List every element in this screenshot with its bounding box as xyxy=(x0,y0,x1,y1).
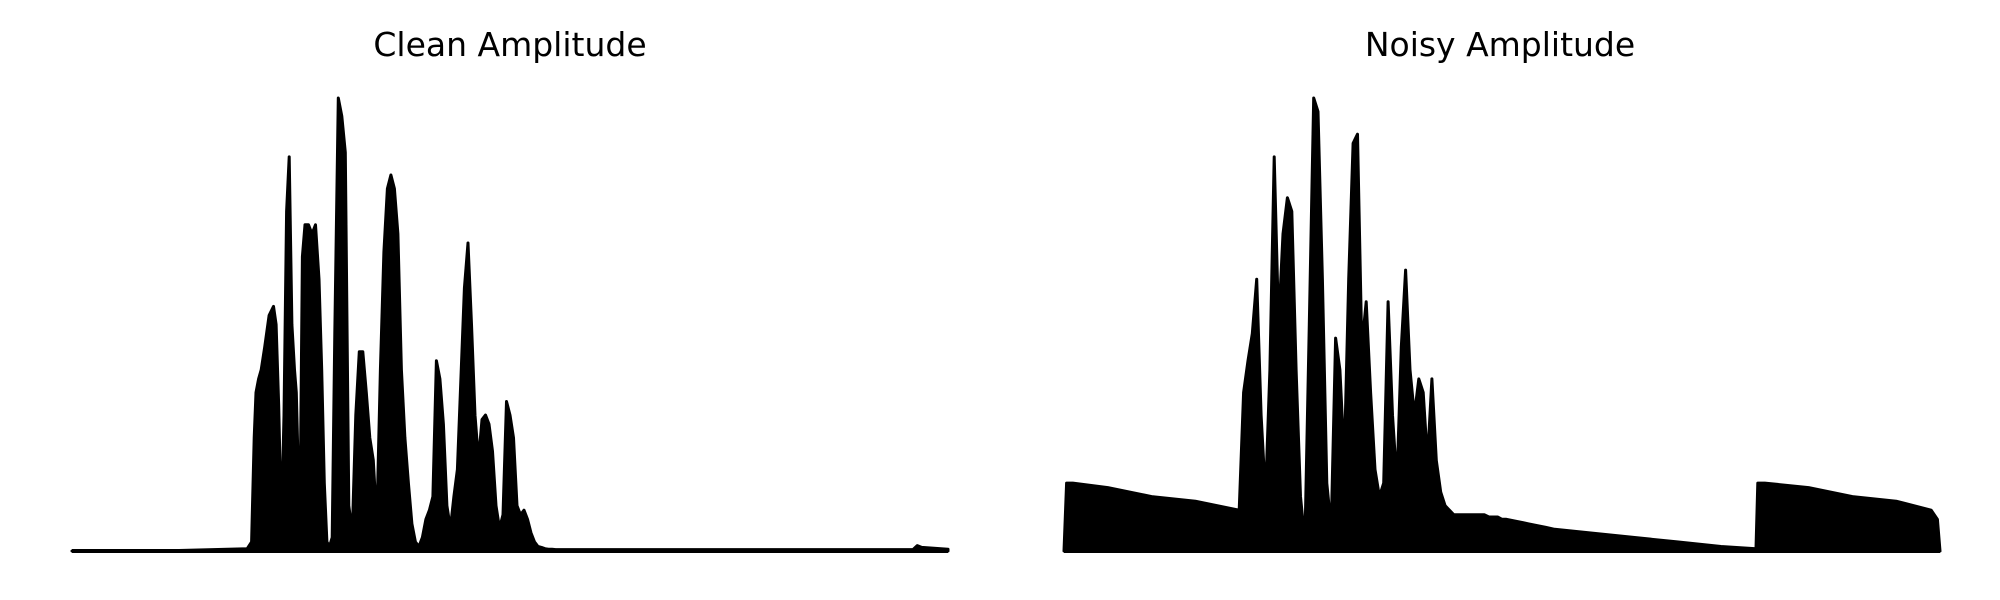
amplitude-series-area xyxy=(1062,96,1942,553)
plot-area xyxy=(1062,96,1942,553)
plot-area xyxy=(70,96,950,553)
chart-noisy-amplitude: Noisy Amplitude xyxy=(1062,25,1942,553)
chart-clean-amplitude: Clean Amplitude xyxy=(70,25,950,553)
chart-title: Clean Amplitude xyxy=(373,25,646,64)
amplitude-series-area xyxy=(70,96,950,553)
chart-title: Noisy Amplitude xyxy=(1365,25,1635,64)
